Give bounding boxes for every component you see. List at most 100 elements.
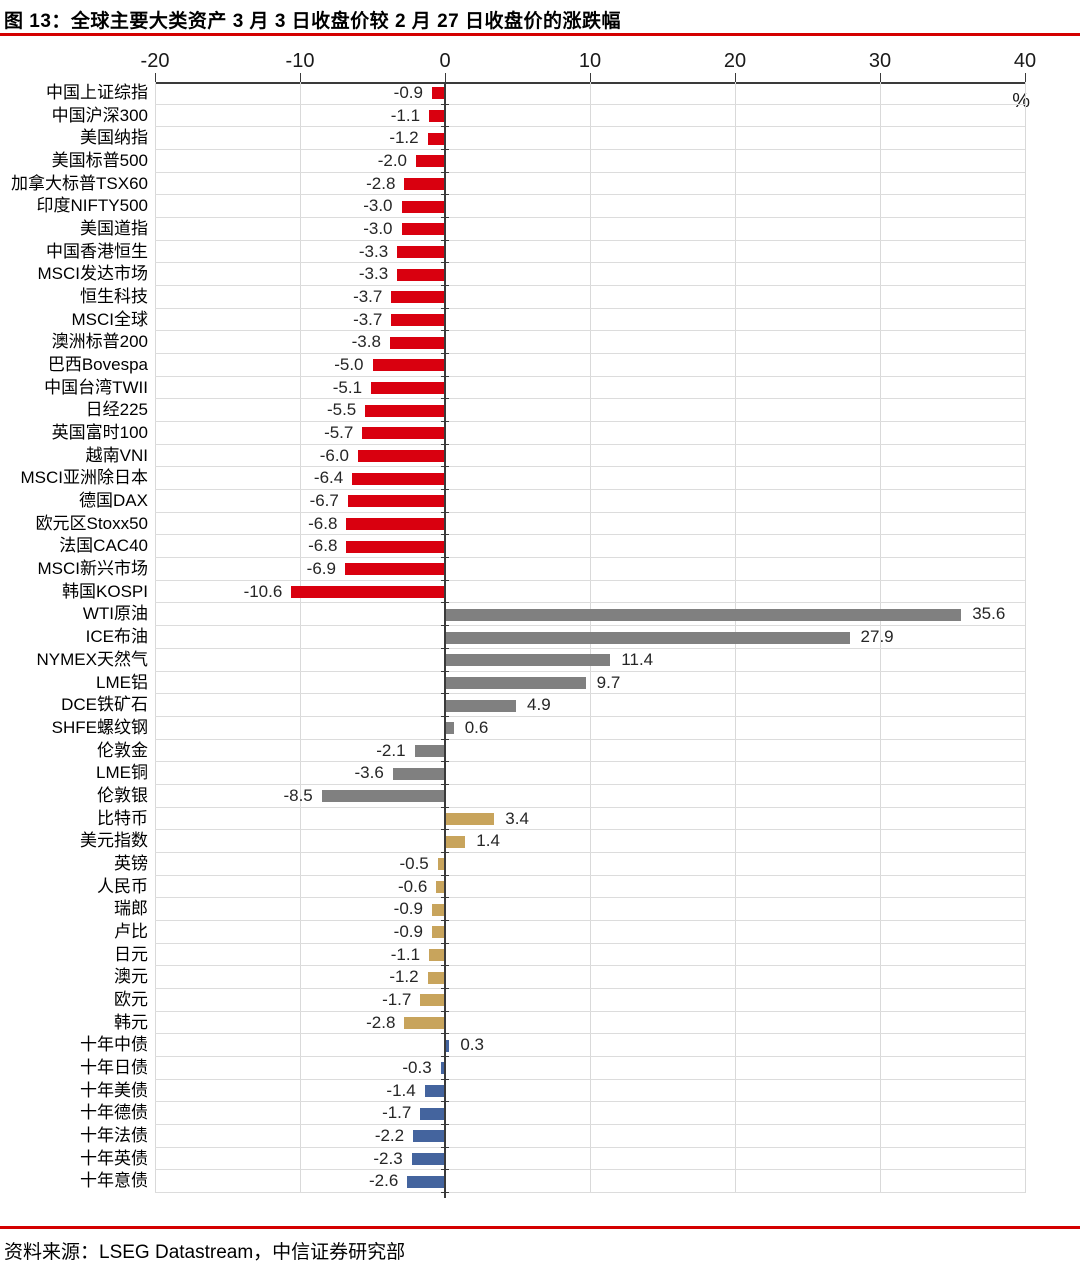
category-label: 十年美债 xyxy=(80,1080,148,1100)
row-separator xyxy=(155,693,1025,695)
bar xyxy=(391,291,445,304)
row-separator xyxy=(155,1169,1025,1171)
category-label: MSCI发达市场 xyxy=(37,264,149,284)
x-axis-tick-label: -20 xyxy=(140,50,170,72)
bar-value-label: -3.8 xyxy=(351,332,381,352)
bar-value-label: -1.2 xyxy=(389,128,419,148)
row-separator xyxy=(155,897,1025,899)
category-label: 伦敦金 xyxy=(97,740,148,760)
bar-value-label: -6.7 xyxy=(309,491,339,511)
bar xyxy=(291,586,445,599)
bar-value-label: -1.1 xyxy=(390,944,421,964)
row-separator xyxy=(155,239,1025,241)
row-separator xyxy=(155,761,1025,763)
bar-value-label: -0.9 xyxy=(393,921,423,941)
row-separator xyxy=(155,942,1025,944)
unit-label: % xyxy=(1012,90,1030,112)
bar-value-label: -2.3 xyxy=(373,1148,403,1168)
category-axis-tick xyxy=(441,783,449,785)
category-axis-tick xyxy=(441,1146,449,1148)
category-axis-tick xyxy=(441,1192,449,1193)
axis-tick xyxy=(589,73,591,82)
gridline xyxy=(1024,82,1026,1193)
category-axis-tick xyxy=(441,375,449,377)
category-axis-tick xyxy=(441,647,449,649)
bar xyxy=(391,314,445,327)
bar-value-label: -6.8 xyxy=(308,536,338,556)
category-axis-tick xyxy=(441,874,449,876)
category-label: 欧元区Stoxx50 xyxy=(35,513,148,533)
bar xyxy=(407,1175,445,1188)
bar-value-label: 0.6 xyxy=(464,717,489,737)
gridline xyxy=(299,82,301,1193)
category-label: WTI原油 xyxy=(82,604,148,624)
bar-value-label: -3.3 xyxy=(358,241,389,261)
row-separator xyxy=(155,874,1025,876)
bar-value-label: -3.0 xyxy=(363,219,393,239)
bar-value-label: -0.9 xyxy=(393,83,423,102)
bar-value-label: -1.4 xyxy=(386,1080,416,1100)
row-separator xyxy=(155,534,1025,536)
bar xyxy=(404,178,445,191)
category-axis-tick xyxy=(441,126,449,128)
bar xyxy=(420,1107,445,1120)
category-axis-tick xyxy=(441,1169,449,1171)
bar-value-label: -3.3 xyxy=(358,264,389,284)
bar xyxy=(392,767,445,780)
row-separator xyxy=(155,353,1025,355)
bar xyxy=(365,404,445,417)
bar xyxy=(413,1130,445,1143)
category-axis-tick xyxy=(441,262,449,264)
row-separator xyxy=(155,715,1025,717)
bar-value-label: -2.2 xyxy=(374,1125,405,1145)
category-axis-tick xyxy=(441,353,449,355)
row-separator xyxy=(155,489,1025,491)
category-axis-tick xyxy=(441,285,449,287)
category-label: 十年英债 xyxy=(80,1148,148,1168)
bar-value-label: -0.5 xyxy=(399,853,429,873)
bar-value-label: -2.0 xyxy=(377,151,407,171)
category-label: 中国沪深300 xyxy=(51,105,148,125)
category-axis-tick xyxy=(441,806,449,808)
category-axis-tick xyxy=(441,987,449,989)
row-separator xyxy=(155,806,1025,808)
row-separator xyxy=(155,919,1025,921)
bar xyxy=(431,87,445,100)
category-label: 德国DAX xyxy=(79,491,148,511)
category-label: 越南VNI xyxy=(85,445,148,465)
bar-value-label: -3.7 xyxy=(353,287,383,307)
category-label: 恒生科技 xyxy=(80,287,148,307)
bar xyxy=(445,699,517,712)
category-axis-tick xyxy=(441,466,449,468)
axis-tick xyxy=(154,73,156,82)
row-separator xyxy=(155,1123,1025,1125)
category-label: 日经225 xyxy=(85,400,148,420)
bar-value-label: -0.6 xyxy=(398,876,428,896)
bar-value-label: -5.7 xyxy=(324,423,354,443)
bar-value-label: 1.4 xyxy=(476,831,500,851)
bar-value-label: 4.9 xyxy=(527,695,551,715)
category-label: 人民币 xyxy=(97,876,148,896)
category-label: 英镑 xyxy=(114,853,148,873)
bar xyxy=(420,994,445,1007)
category-label: 澳元 xyxy=(114,967,148,987)
bar-value-label: -8.5 xyxy=(283,785,313,805)
category-axis-tick xyxy=(441,307,449,309)
bar xyxy=(445,654,611,667)
row-separator xyxy=(155,987,1025,989)
category-label: 瑞郎 xyxy=(114,899,148,919)
category-axis-tick xyxy=(441,194,449,196)
bar-value-label: -6.9 xyxy=(306,559,336,579)
category-label: 法国CAC40 xyxy=(59,536,148,556)
bar xyxy=(436,880,445,893)
row-separator xyxy=(155,103,1025,105)
source-note: 资料来源：LSEG Datastream，中信证券研究部 xyxy=(4,1242,406,1263)
bar xyxy=(445,722,454,735)
row-separator xyxy=(155,511,1025,513)
x-axis-tick-label: 30 xyxy=(868,50,892,72)
bar-value-label: 11.4 xyxy=(621,649,654,669)
category-label: ICE布油 xyxy=(85,627,148,647)
category-label: 美国标普500 xyxy=(51,151,148,171)
bar-value-label: -1.7 xyxy=(382,989,412,1009)
category-label: 十年中债 xyxy=(80,1035,148,1055)
